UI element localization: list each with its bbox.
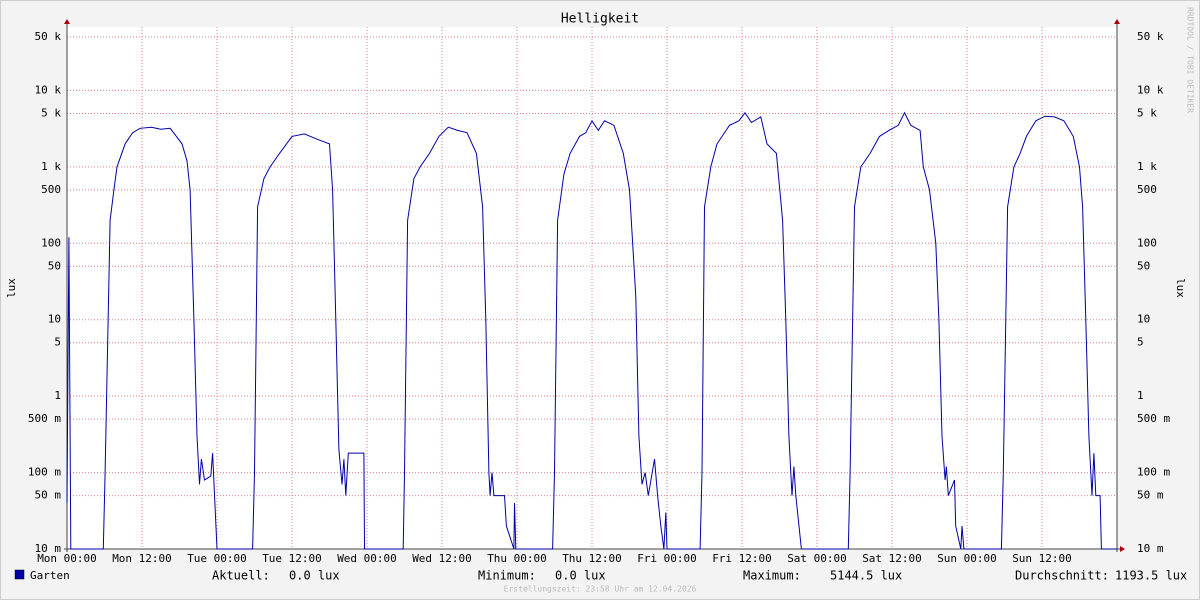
x-tick-label: Tue 00:00 [187,552,247,565]
x-tick-label: Mon 12:00 [112,552,172,565]
y-tick-label: 100 m [28,466,61,479]
x-tick-label: Mon 00:00 [37,552,97,565]
stat-label: Durchschnitt: [1015,569,1109,583]
y-tick-label-right: 10 k [1137,83,1164,96]
x-tick-label: Sun 00:00 [937,552,997,565]
y-tick-label: 5 [54,336,61,349]
x-tick-label: Thu 00:00 [487,552,547,565]
series-line [66,111,1117,550]
y-tick-label: 500 [41,183,61,196]
x-tick-label: Fri 00:00 [637,552,697,565]
y-tick-label-right: 100 [1137,236,1157,249]
x-tick-label: Sat 12:00 [862,552,922,565]
y-tick-label-right: 50 [1137,259,1150,272]
chart-title: Helligkeit [561,12,639,27]
y-tick-label-right: 50 k [1137,30,1164,43]
y-tick-label: 50 m [35,489,62,502]
y-tick-label-right: 100 m [1137,466,1170,479]
y-tick-label: 100 [41,236,61,249]
stat-value: 1193.5 lux [1115,569,1187,583]
y-tick-label: 1 [54,389,61,402]
footer: Erstellungszeit: 23:58 Uhr am 12.04.2026 [504,585,697,594]
x-tick-label: Wed 00:00 [337,552,397,565]
y-tick-label-right: 500 [1137,183,1157,196]
y-tick-label: 1 k [41,160,61,173]
y-tick-label-right: 500 m [1137,412,1170,425]
legend-swatch [14,569,25,580]
y-tick-label-right: 10 [1137,313,1150,326]
x-tick-label: Fri 12:00 [712,552,772,565]
watermark: RRDTOOL / TOBI OETIKER [1186,7,1195,113]
arrow [1114,19,1120,24]
arrow [1120,546,1125,552]
y-axis-label: lux [5,278,18,298]
y-tick-label-right: 5 k [1137,106,1157,119]
x-tick-label: Sat 00:00 [787,552,847,565]
stat-label: Maximum: [743,569,801,583]
y-tick-label: 10 [48,313,61,326]
y-tick-label-right: 5 [1137,336,1144,349]
y-tick-label: 50 [48,259,61,272]
y-tick-label: 10 m [35,542,62,555]
x-tick-label: Tue 12:00 [262,552,322,565]
y-tick-label: 50 k [35,30,62,43]
stat-label: Minimum: [478,569,536,583]
y-tick-label-right: 10 m [1137,542,1164,555]
stat-value: 0.0 lux [555,569,606,583]
stat-label: Aktuell: [212,569,270,583]
x-tick-label: Wed 12:00 [412,552,472,565]
stat-value: 0.0 lux [289,569,340,583]
y-tick-label: 5 k [41,106,61,119]
legend-label: Garten [30,569,70,582]
stat-value: 5144.5 lux [830,569,902,583]
y-tick-label-right: 50 m [1137,489,1164,502]
x-tick-label: Sun 12:00 [1012,552,1072,565]
y-tick-label: 500 m [28,412,61,425]
y-tick-label: 10 k [35,83,62,96]
y-tick-label-right: 1 k [1137,160,1157,173]
y-axis-label-right: lux [1174,278,1187,298]
x-tick-label: Thu 12:00 [562,552,622,565]
arrow [64,19,70,24]
y-tick-label-right: 1 [1137,389,1144,402]
